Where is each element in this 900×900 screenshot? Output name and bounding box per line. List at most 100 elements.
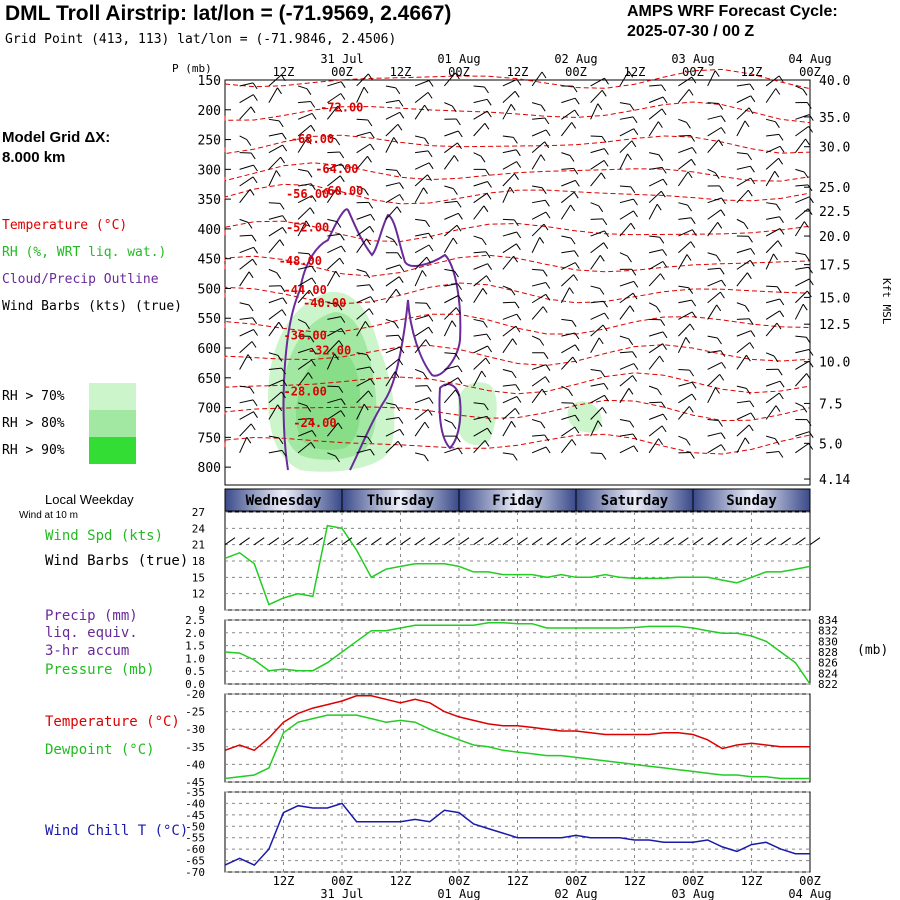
precip-bar (306, 683, 319, 684)
wind-barb-feather (281, 309, 287, 316)
wind-barb-feather (454, 389, 460, 397)
wind-barb-feather (691, 311, 697, 319)
wind-barb-feather (689, 452, 695, 459)
wind-barb (356, 284, 370, 287)
wind-barb (356, 296, 371, 304)
temperature-contour-label: -52.00 (286, 220, 329, 234)
wind-barb-feather (540, 154, 546, 161)
wind-panel-ytick: 12 (192, 588, 205, 601)
wind-barb (473, 205, 485, 220)
wind-barb-feather (660, 319, 666, 326)
wind-barb-feather (252, 399, 258, 407)
rh70-label: RH > 70% (2, 389, 65, 404)
wind-barb-feather (340, 328, 346, 335)
wind-barb (531, 141, 546, 154)
wind-barb-feather (339, 234, 345, 241)
wind-barb (531, 364, 547, 370)
wind-barb (414, 244, 430, 254)
surface-wind-barb (327, 537, 338, 546)
wind-barb-feather (744, 305, 750, 312)
wind-barb (590, 285, 601, 289)
weekday-header: Local Weekday (45, 492, 134, 507)
wind-barb-feather (516, 396, 522, 403)
wind-barb (677, 337, 687, 353)
wind-barbs-group (239, 70, 814, 463)
wind-barb-feather (486, 275, 491, 282)
wind-barb (444, 307, 457, 320)
wind-barb-feather (629, 104, 635, 111)
wind-barb-feather (604, 395, 609, 402)
wind-barb-feather (630, 222, 636, 230)
wind-barb (473, 318, 484, 322)
surface-wind-barb (414, 537, 426, 546)
wind-barb (414, 174, 428, 187)
wind-barb (795, 114, 810, 120)
wind-barb (414, 339, 427, 354)
wind-barb-feather (745, 354, 751, 362)
wind-barb (473, 357, 487, 370)
wind-barb (502, 408, 516, 420)
wind-barb-feather (338, 340, 344, 347)
wind-barb-feather (516, 79, 522, 86)
wind-barb-feather (253, 411, 258, 418)
wind-barb-feather (600, 172, 606, 180)
wind-barb (326, 188, 338, 203)
wind-barb-feather (778, 451, 784, 458)
wind-barb (736, 83, 750, 87)
surface-wind-barb (546, 537, 558, 546)
wind-barb (297, 85, 308, 90)
wind-barb-feather (660, 273, 665, 280)
temperature-contour-label: -24.00 (293, 416, 336, 430)
wind-barb-feather (515, 243, 521, 251)
wind-barb-feather (399, 112, 405, 119)
wind-barb (268, 391, 282, 404)
wind-barb (560, 439, 573, 454)
pressure-ytick-right: 822 (818, 678, 838, 691)
wind-barb (678, 202, 688, 206)
wind-barb-feather (367, 119, 373, 127)
wind-barb-feather (632, 292, 638, 300)
wind-barb (707, 444, 722, 454)
wind-barb-feather (802, 303, 808, 311)
wind-barb-feather (545, 294, 551, 301)
time-tick-label-bottom: 00Z (682, 874, 704, 888)
temperature-label: Temperature (°C) (45, 714, 180, 730)
wind-barb (298, 168, 309, 172)
wind-barb-feather (802, 406, 808, 413)
chill-panel-ytick: -45 (185, 809, 205, 822)
surface-wind-barb (721, 537, 733, 546)
wind-barb (590, 148, 605, 154)
date-label-bottom: 04 Aug (788, 887, 831, 900)
pressure-tick-label: 300 (198, 163, 221, 178)
wind-barb-feather (340, 163, 346, 171)
wind-barb-feather (427, 150, 433, 158)
wind-barb (532, 185, 543, 189)
wind-barb (590, 230, 605, 237)
wind-barb-feather (426, 256, 432, 264)
wind-barb-feather (427, 174, 432, 181)
wind-barb (736, 248, 751, 254)
model-grid-info: Model Grid ΔX: 8.000 km (2, 128, 110, 168)
wind-barb-feather (428, 162, 434, 170)
time-tick-label-bottom: 12Z (507, 874, 529, 888)
wind-barb-feather (486, 333, 492, 341)
wind-barb-feather (279, 239, 285, 246)
precip-bar (321, 683, 334, 684)
wind-barb-feather (687, 204, 693, 212)
wind-barb (415, 385, 428, 387)
wind-barb (648, 121, 659, 137)
wind-barb (414, 256, 428, 270)
wind-barb (239, 106, 252, 120)
wind-barb-feather (602, 218, 608, 226)
wind-barb-feather (807, 208, 813, 215)
wind-barb (736, 218, 745, 224)
wind-barb (531, 223, 545, 237)
wind-barb-feather (775, 405, 781, 412)
wind-barb-feather (457, 377, 463, 384)
wind-barb (795, 208, 809, 220)
wind-barb-feather (604, 77, 609, 85)
wind-barb-feather (686, 122, 691, 129)
wind-barb-feather (451, 320, 457, 327)
wind-barb (297, 372, 309, 387)
wind-barb (444, 295, 459, 304)
